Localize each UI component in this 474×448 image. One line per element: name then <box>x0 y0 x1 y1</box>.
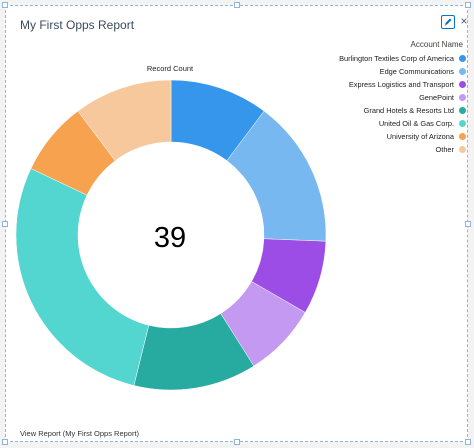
close-icon: × <box>460 14 468 28</box>
legend-label: Burlington Textiles Corp of America <box>339 53 454 63</box>
chart-title: Record Count <box>147 64 194 73</box>
legend-label: Grand Hotels & Resorts Ltd <box>363 105 454 115</box>
center-total: 39 <box>154 222 186 254</box>
pencil-icon <box>444 18 452 26</box>
legend-swatch <box>459 54 466 62</box>
legend-item[interactable]: University of Arizona <box>296 130 466 142</box>
donut-slice[interactable] <box>15 168 150 386</box>
resize-handle[interactable] <box>234 439 240 445</box>
legend-item[interactable]: Edge Communications <box>296 65 466 77</box>
legend-swatch <box>459 132 466 140</box>
resize-handle[interactable] <box>465 439 471 445</box>
legend-swatch <box>459 93 466 101</box>
legend-swatch <box>459 67 466 75</box>
legend-label: Edge Communications <box>379 66 454 76</box>
resize-handle[interactable] <box>2 221 8 227</box>
view-report-link[interactable]: View Report (My First Opps Report) <box>20 429 140 438</box>
legend-item[interactable]: Grand Hotels & Resorts Ltd <box>296 104 466 116</box>
legend-item[interactable]: Burlington Textiles Corp of America <box>296 52 466 64</box>
legend-label: United Oil & Gas Corp. <box>378 118 454 128</box>
resize-handle[interactable] <box>2 439 8 445</box>
edit-button[interactable] <box>441 15 455 29</box>
donut-slice[interactable] <box>77 79 172 162</box>
legend-item[interactable]: Other <box>296 143 466 155</box>
resize-handle[interactable] <box>465 2 471 8</box>
legend-item[interactable]: Express Logistics and Transport <box>296 78 466 90</box>
legend-swatch <box>459 145 466 153</box>
legend-label: Other <box>435 144 454 154</box>
legend-item[interactable]: United Oil & Gas Corp. <box>296 117 466 129</box>
legend-label: Express Logistics and Transport <box>348 79 454 89</box>
legend-swatch <box>459 119 466 127</box>
resize-handle[interactable] <box>2 2 8 8</box>
legend-item[interactable]: GenePoint <box>296 91 466 103</box>
legend-swatch <box>459 106 466 114</box>
legend-label: University of Arizona <box>386 131 454 141</box>
widget-title: My First Opps Report <box>20 18 135 32</box>
legend-swatch <box>459 80 466 88</box>
close-button[interactable]: × <box>458 14 470 28</box>
legend-label: GenePoint <box>419 92 454 102</box>
resize-handle[interactable] <box>465 221 471 227</box>
legend-title: Account Name <box>410 40 463 49</box>
resize-handle[interactable] <box>234 2 240 8</box>
